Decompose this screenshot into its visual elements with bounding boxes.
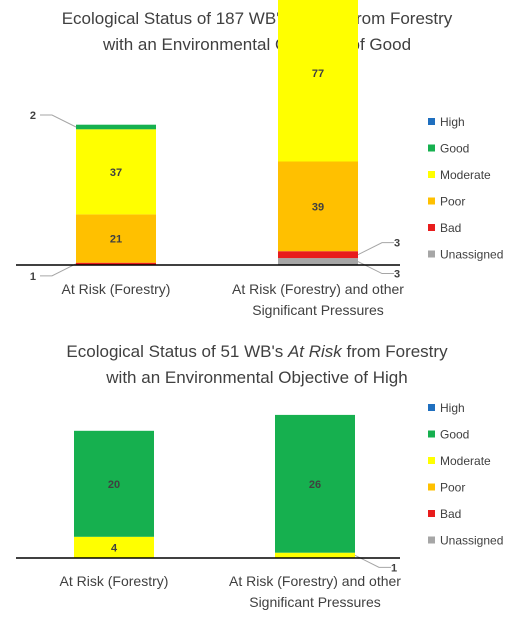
chart-title-line2: with an Environmental Objective of Good [102,35,411,54]
chart-title-line2: with an Environmental Objective of High [105,368,407,387]
bar-segment-good [275,414,355,553]
legend-swatch-moderate [428,171,435,178]
data-label-poor: 39 [312,201,324,213]
bar-segment-moderate [74,536,154,558]
category-label: At Risk (Forestry) and other [232,281,404,297]
legend-label-high: High [440,115,465,129]
legend-swatch-moderate [428,457,435,464]
callout-line [354,554,391,568]
legend-swatch-bad [428,510,435,517]
legend-swatch-unassigned [428,250,435,258]
data-label-good: 2 [30,110,36,122]
data-label-moderate: 1 [391,562,397,574]
callout-line [357,261,394,275]
legend-swatch-poor [428,197,435,205]
chart-title-prefix: Ecological Status of 51 WB's [66,342,288,361]
legend-label-moderate: Moderate [440,168,491,182]
chart-title-line1: Ecological Status of 51 WB's At Risk fro… [66,342,448,361]
legend-swatch-poor [428,483,435,491]
bar-segment-bad [76,262,156,265]
chart-title-prefix: Ecological Status of 187 WB's [62,9,293,28]
data-label-bad: 3 [394,238,400,250]
data-label-moderate: 37 [110,167,122,179]
chart-1: Ecological Status of 187 WB's At Risk fr… [16,0,503,318]
data-label-moderate: 4 [111,542,118,554]
chart-title-suffix: from Forestry [342,342,448,361]
data-label-unassigned: 3 [394,269,400,281]
bar-segment-bad [278,251,358,259]
data-label-good: 26 [309,479,321,491]
legend-label-bad: Bad [440,221,461,235]
category-label: At Risk (Forestry) and other [229,573,401,589]
bar-segment-moderate [275,552,355,558]
legend-swatch-unassigned [428,536,435,544]
callout-line [357,242,394,256]
category-label: Significant Pressures [249,594,381,610]
legend-label-bad: Bad [440,507,461,521]
legend-swatch-good [428,430,435,438]
category-label: Significant Pressures [252,302,384,318]
data-label-bad: 1 [30,271,36,283]
bar-segment-poor [76,214,156,263]
legend-swatch-high [428,404,435,411]
bar-segment-moderate [76,129,156,215]
chart-title-line1: Ecological Status of 187 WB's At Risk fr… [62,9,453,28]
data-label-good: 20 [108,479,120,491]
bar-segment-moderate [278,0,358,162]
legend-label-unassigned: Unassigned [440,534,503,548]
callout-line [40,114,77,128]
legend-label-high: High [440,401,465,415]
data-label-poor: 21 [110,234,122,246]
legend-label-poor: Poor [440,481,465,495]
legend-label-unassigned: Unassigned [440,248,503,262]
bar-segment-unassigned [278,258,358,265]
callout-line [40,263,77,277]
data-label-moderate: 77 [312,68,324,80]
chart-title-suffix: from Forestry [347,9,453,28]
category-label: At Risk (Forestry) [60,573,169,589]
legend-label-moderate: Moderate [440,454,491,468]
bar-segment-good [76,124,156,130]
category-label: At Risk (Forestry) [62,281,171,297]
legend-label-good: Good [440,142,469,156]
legend-swatch-bad [428,224,435,231]
chart-2: Ecological Status of 51 WB's At Risk fro… [16,342,503,610]
legend-label-poor: Poor [440,195,465,209]
legend-swatch-good [428,144,435,152]
bar-segment-poor [278,161,358,252]
chart-title-italic: At Risk [287,342,343,361]
legend-label-good: Good [440,428,469,442]
legend-swatch-high [428,118,435,125]
bar-segment-good [74,430,154,537]
